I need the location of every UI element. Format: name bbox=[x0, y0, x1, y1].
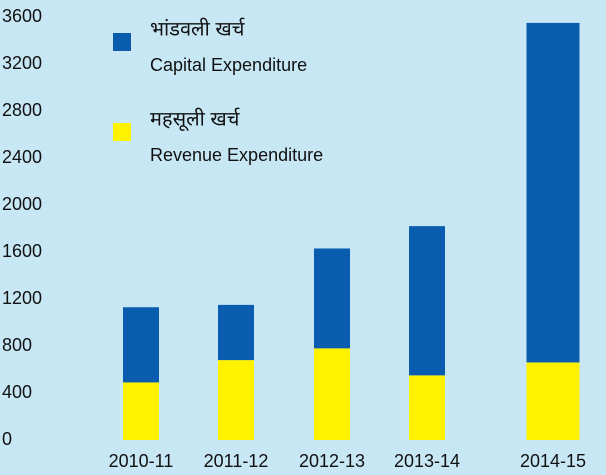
bar-segment bbox=[526, 362, 580, 440]
bar-segment bbox=[409, 375, 445, 440]
x-tick-label: 2011-12 bbox=[204, 451, 269, 471]
y-tick-label: 0 bbox=[2, 429, 12, 449]
bar-segment bbox=[123, 307, 159, 383]
legend-swatch bbox=[113, 33, 131, 51]
y-tick-label: 3600 bbox=[2, 6, 42, 26]
y-tick-label: 2000 bbox=[2, 194, 42, 214]
bar-segment bbox=[526, 22, 580, 363]
y-tick-label: 800 bbox=[2, 335, 32, 355]
legend-swatch bbox=[113, 123, 131, 141]
bar-segment bbox=[218, 304, 254, 361]
y-tick-label: 3200 bbox=[2, 53, 42, 73]
bar-segment bbox=[314, 248, 350, 349]
bar-segment bbox=[123, 382, 159, 440]
x-tick-label: 2012-13 bbox=[299, 451, 365, 471]
y-tick-label: 1600 bbox=[2, 241, 42, 261]
y-tick-label: 400 bbox=[2, 382, 32, 402]
bar-segment bbox=[314, 348, 350, 440]
legend-label: भांडवली खर्च bbox=[150, 17, 245, 40]
y-tick-label: 2800 bbox=[2, 100, 42, 120]
x-tick-label: 2010-11 bbox=[109, 451, 174, 471]
x-tick-label: 2014-15 bbox=[520, 451, 586, 471]
legend-label: महसूली खर्च bbox=[150, 107, 240, 131]
bar-segment bbox=[218, 360, 254, 440]
bar-segment bbox=[409, 226, 445, 376]
legend-sublabel: Capital Expenditure bbox=[150, 55, 307, 75]
y-tick-label: 1200 bbox=[2, 288, 42, 308]
y-tick-label: 2400 bbox=[2, 147, 42, 167]
legend-sublabel: Revenue Expenditure bbox=[150, 145, 323, 165]
x-tick-label: 2013-14 bbox=[394, 451, 460, 471]
